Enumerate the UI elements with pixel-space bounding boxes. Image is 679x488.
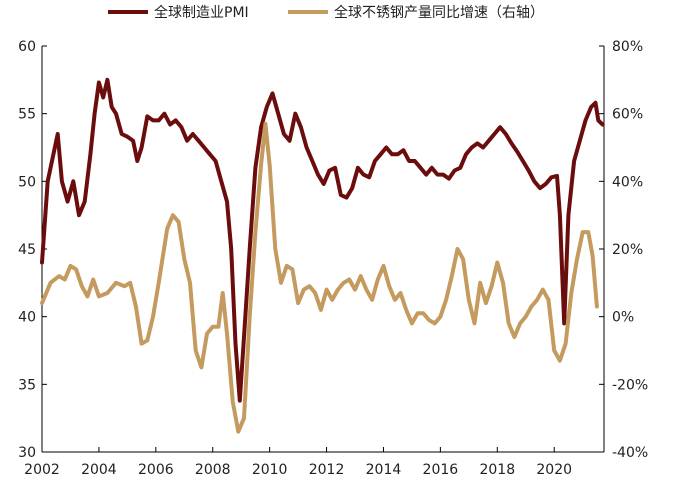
left-y-tick-label: 45 [18,242,36,258]
legend-label-2: 全球不锈钢产量同比增速（右轴） [334,4,544,21]
series-line-2 [40,121,599,434]
legend-label-1: 全球制造业PMI [154,4,249,21]
right-y-tick-label: 40% [612,174,643,190]
right-y-tick-label: 0% [612,310,634,326]
right-y-tick-label: -20% [612,377,648,393]
left-y-tick-label: 30 [18,445,36,461]
x-tick-label: 2018 [479,462,515,478]
x-tick-label: 2002 [24,462,60,478]
series-layer [40,77,605,434]
x-tick-label: 2020 [536,462,572,478]
x-tick-label: 2006 [138,462,174,478]
x-tick-label: 2010 [252,462,288,478]
x-tick-label: 2004 [81,462,117,478]
left-y-tick-label: 40 [18,310,36,326]
right-y-tick-label: -40% [612,445,648,461]
x-tick-label: 2012 [309,462,345,478]
right-y-tick-label: 60% [612,107,643,123]
x-tick-label: 2014 [366,462,402,478]
left-y-tick-label: 55 [18,107,36,123]
series-line-1 [40,77,605,403]
right-y-tick-label: 80% [612,39,643,55]
left-y-tick-label: 50 [18,174,36,190]
left-y-tick-label: 60 [18,39,36,55]
legend: 全球制造业PMI 全球不锈钢产量同比增速（右轴） [108,4,544,21]
x-tick-label: 2016 [423,462,459,478]
left-y-tick-label: 35 [18,377,36,393]
x-tick-label: 2008 [195,462,231,478]
right-y-tick-label: 20% [612,242,643,258]
axes: 30 35 40 45 50 55 60 -40% -20% 0% 20% 40% 60% 80% 2002… [18,39,648,478]
